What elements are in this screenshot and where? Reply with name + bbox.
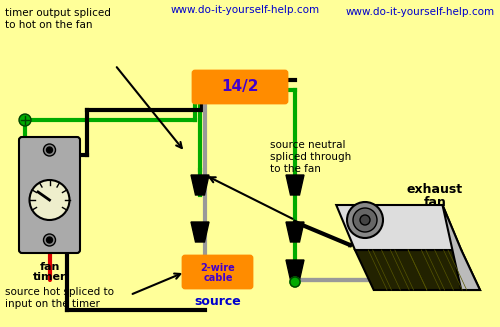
Circle shape (44, 234, 56, 246)
FancyBboxPatch shape (193, 71, 287, 103)
Text: input on the timer: input on the timer (5, 299, 100, 309)
Circle shape (46, 147, 52, 153)
FancyBboxPatch shape (183, 256, 252, 288)
Polygon shape (191, 175, 209, 195)
Text: source hot spliced to: source hot spliced to (5, 287, 114, 297)
Polygon shape (355, 250, 480, 290)
Text: exhaust: exhaust (407, 183, 463, 196)
Circle shape (19, 114, 31, 126)
Circle shape (20, 115, 30, 125)
Circle shape (46, 237, 52, 243)
Polygon shape (286, 260, 304, 280)
Polygon shape (286, 222, 304, 242)
Text: cable: cable (203, 273, 233, 283)
FancyBboxPatch shape (19, 137, 80, 253)
Text: source neutral: source neutral (270, 140, 345, 150)
Polygon shape (336, 205, 461, 250)
Text: to the fan: to the fan (270, 164, 321, 174)
Circle shape (347, 202, 383, 238)
Text: fan: fan (40, 262, 60, 272)
Circle shape (353, 208, 377, 232)
Text: source: source (194, 295, 242, 308)
Circle shape (44, 144, 56, 156)
Text: timer: timer (33, 272, 66, 282)
Circle shape (30, 180, 70, 220)
Text: spliced through: spliced through (270, 152, 351, 162)
Text: 14/2: 14/2 (221, 79, 259, 95)
Text: timer output spliced: timer output spliced (5, 8, 111, 18)
Polygon shape (191, 222, 209, 242)
Polygon shape (286, 175, 304, 195)
Polygon shape (442, 205, 480, 290)
Circle shape (290, 277, 300, 287)
Text: www.do-it-yourself-help.com: www.do-it-yourself-help.com (171, 5, 320, 15)
Text: to hot on the fan: to hot on the fan (5, 20, 92, 30)
Circle shape (290, 277, 300, 287)
Text: fan: fan (424, 196, 446, 209)
Circle shape (360, 215, 370, 225)
Text: www.do-it-yourself-help.com: www.do-it-yourself-help.com (346, 7, 495, 17)
Text: 2-wire: 2-wire (200, 263, 235, 273)
